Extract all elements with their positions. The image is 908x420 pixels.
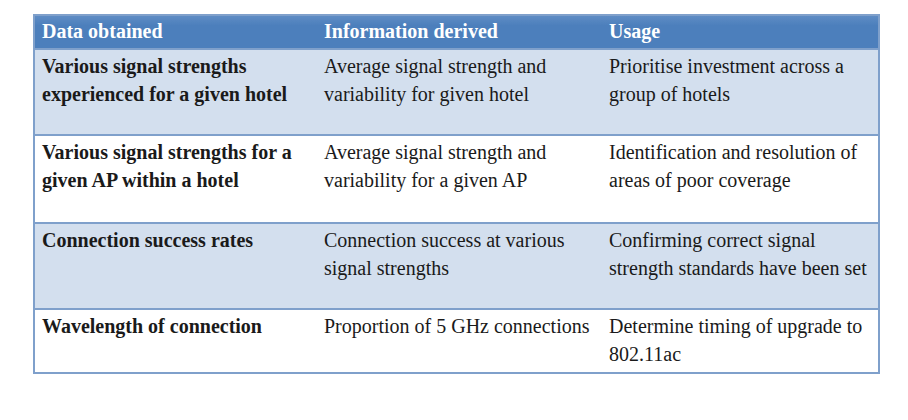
table-cell: Prioritise investment across a group of … (602, 49, 879, 135)
table-cell: Average signal strength and variability … (317, 49, 602, 135)
table-row: Various signal strengths for a given AP … (34, 135, 879, 223)
table-cell: Confirming correct signal strength stand… (602, 223, 879, 309)
table-cell: Proportion of 5 GHz connections (317, 309, 602, 373)
column-header-information-derived: Information derived (317, 15, 602, 49)
table-cell: Various signal strengths for a given AP … (34, 135, 317, 223)
table-cell: Average signal strength and variability … (317, 135, 602, 223)
data-usage-table: Data obtained Information derived Usage … (33, 14, 878, 374)
table-cell: Identification and resolution of areas o… (602, 135, 879, 223)
table: Data obtained Information derived Usage … (33, 14, 880, 374)
document-page: Data obtained Information derived Usage … (0, 0, 908, 420)
column-header-data-obtained: Data obtained (34, 15, 317, 49)
table-cell: Connection success rates (34, 223, 317, 309)
table-row: Wavelength of connection Proportion of 5… (34, 309, 879, 373)
column-header-usage: Usage (602, 15, 879, 49)
table-cell: Wavelength of connection (34, 309, 317, 373)
table-row: Various signal strengths experienced for… (34, 49, 879, 135)
table-cell: Determine timing of upgrade to 802.11ac (602, 309, 879, 373)
table-header-row: Data obtained Information derived Usage (34, 15, 879, 49)
table-row: Connection success rates Connection succ… (34, 223, 879, 309)
table-cell: Various signal strengths experienced for… (34, 49, 317, 135)
table-cell: Connection success at various signal str… (317, 223, 602, 309)
